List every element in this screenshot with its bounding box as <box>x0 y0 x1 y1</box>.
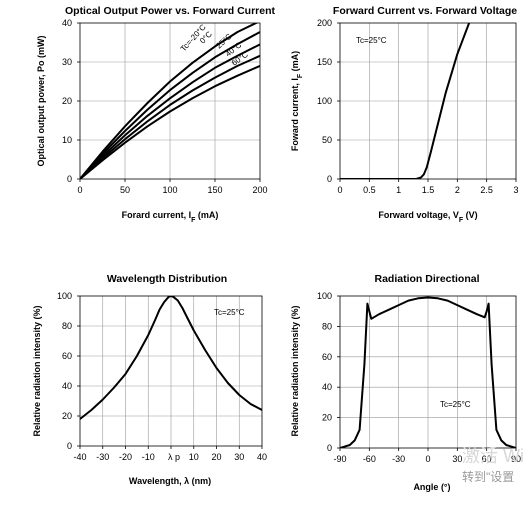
x-tick-label: 1.5 <box>422 185 435 195</box>
y-tick-label: 100 <box>317 291 332 301</box>
y-tick-label: 30 <box>62 57 72 67</box>
y-tick-label: 50 <box>322 135 332 145</box>
series-line-1 <box>340 23 471 179</box>
y-tick-label: 80 <box>62 321 72 331</box>
annotation-tc: Tc=25°C <box>214 308 245 317</box>
y-axis-label: Relative radiation intensity (%) <box>32 305 42 436</box>
x-tick-label: 50 <box>120 185 130 195</box>
x-tick-label: -30 <box>392 454 405 464</box>
x-tick-label: 40 <box>257 452 267 462</box>
series-line-4 <box>80 54 260 179</box>
y-tick-label: 80 <box>322 321 332 331</box>
y-tick-label: 0 <box>67 174 72 184</box>
y-tick-label: 60 <box>62 351 72 361</box>
x-tick-label: 20 <box>211 452 221 462</box>
x-tick-label: 60 <box>482 454 492 464</box>
x-tick-label: 30 <box>234 452 244 462</box>
series-line-3 <box>80 43 260 179</box>
chart-3: -40-30-20-10010203040020406080100Wavelen… <box>32 273 267 486</box>
x-axis-label: Angle (°) <box>413 482 450 492</box>
y-tick-label: 100 <box>317 96 332 106</box>
x-tick-label: -90 <box>333 454 346 464</box>
y-tick-label: 200 <box>317 18 332 28</box>
x-tick-label: 2.5 <box>480 185 493 195</box>
x-axis-label: Forward voltage, VF (V) <box>378 210 477 224</box>
y-tick-label: 150 <box>317 57 332 67</box>
y-tick-label: 20 <box>62 96 72 106</box>
chart-4: -90 -60 -30 0 30 60 90 0 20 40 60 80 100 Radiation Di… <box>290 273 521 492</box>
watermark-line1: 激活 Wi <box>462 446 524 466</box>
x-tick-label: 1 <box>396 185 401 195</box>
y-tick-label: 60 <box>322 352 332 362</box>
x-tick-label: 2 <box>455 185 460 195</box>
annotation-tc: Tc=25°C <box>440 400 471 409</box>
y-axis-label: Optical output power, Po (mW) <box>36 36 46 167</box>
y-tick-label: 40 <box>322 382 332 392</box>
x-tick-label: -20 <box>119 452 132 462</box>
y-tick-label: 20 <box>62 411 72 421</box>
series-line-1 <box>80 23 259 179</box>
series-line-2 <box>80 31 260 179</box>
x-tick-label: 0 <box>425 454 430 464</box>
y-tick-label: 0 <box>327 174 332 184</box>
x-tick-label: -60 <box>363 454 376 464</box>
series-line-1 <box>80 296 262 420</box>
y-tick-label: 100 <box>57 291 72 301</box>
y-tick-label: 40 <box>62 381 72 391</box>
chart-title: Optical Output Power vs. Forward Current <box>65 5 276 17</box>
y-tick-label: 10 <box>62 135 72 145</box>
annotation-tc: Tc=25°C <box>356 36 387 45</box>
watermark-line2: 转到"设置 <box>462 469 514 484</box>
x-tick-label: 10 <box>189 452 199 462</box>
y-tick-label: 0 <box>327 443 332 453</box>
x-tick-label: 30 <box>452 454 462 464</box>
x-tick-label: 90 <box>511 454 521 464</box>
x-tick-label: -30 <box>96 452 109 462</box>
x-axis-label: Forard current, IF (mA) <box>122 210 219 224</box>
peak-label: λ p <box>168 452 180 462</box>
y-tick-label: 40 <box>62 18 72 28</box>
x-tick-label: 0.5 <box>363 185 376 195</box>
x-tick-label: 150 <box>207 185 222 195</box>
x-tick-label: -10 <box>142 452 155 462</box>
x-tick-label: 0 <box>77 185 82 195</box>
x-tick-label: 3 <box>513 185 518 195</box>
x-axis-label: Wavelength, λ (nm) <box>129 476 211 486</box>
chart-title: Forward Current vs. Forward Voltage <box>333 5 517 17</box>
y-tick-label: 20 <box>322 413 332 423</box>
peak-label-box <box>160 451 188 463</box>
y-axis-label: Relative radiation intensity (%) <box>290 305 300 436</box>
x-tick-label: 100 <box>162 185 177 195</box>
x-tick-label: 200 <box>252 185 267 195</box>
y-axis-label: Foward current, IF (mA) <box>290 51 304 151</box>
y-tick-label: 0 <box>67 441 72 451</box>
chart-title: Radiation Directional <box>374 273 479 285</box>
series-line-5 <box>80 64 260 179</box>
x-tick-label: -40 <box>73 452 86 462</box>
x-tick-label: 0 <box>337 185 342 195</box>
chart-title: Wavelength Distribution <box>107 273 227 285</box>
series-line-1 <box>340 296 516 448</box>
